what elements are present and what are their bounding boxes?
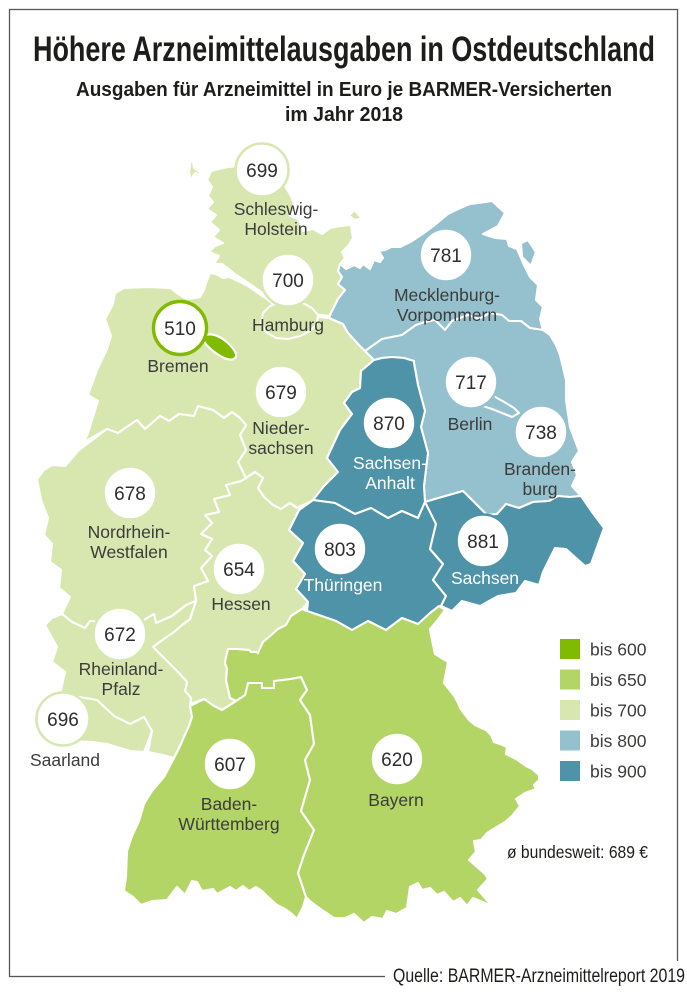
svg-text:Bremen: Bremen [147,356,208,376]
svg-text:Nieder-: Nieder- [252,418,310,438]
svg-text:Schleswig-: Schleswig- [234,199,319,219]
svg-text:bis 700: bis 700 [590,701,647,721]
svg-text:738: 738 [525,423,557,444]
svg-text:bis 800: bis 800 [590,731,647,751]
svg-text:Thüringen: Thüringen [304,575,383,595]
svg-text:Sachsen: Sachsen [451,568,519,588]
svg-text:bis 600: bis 600 [590,640,647,660]
svg-text:Ausgaben für Arzneimittel in E: Ausgaben für Arzneimittel in Euro je BAR… [76,79,612,101]
svg-text:620: 620 [381,750,413,771]
svg-text:Pfalz: Pfalz [102,679,141,699]
svg-text:696: 696 [47,710,79,731]
svg-text:803: 803 [324,540,356,561]
svg-text:burg: burg [522,479,557,499]
svg-text:700: 700 [272,271,304,292]
svg-text:678: 678 [114,484,146,505]
svg-text:Württemberg: Württemberg [178,814,279,834]
svg-text:Mecklenburg-: Mecklenburg- [394,285,500,305]
svg-text:Bayern: Bayern [368,790,423,810]
svg-text:Branden-: Branden- [504,459,576,479]
svg-text:Vorpommern: Vorpommern [397,305,497,325]
svg-text:Quelle: BARMER-Arzneimittelrep: Quelle: BARMER-Arzneimittelreport 2019 [393,966,685,987]
svg-text:Höhere Arzneimittelausgaben in: Höhere Arzneimittelausgaben in Ostdeutsc… [33,30,655,69]
svg-text:881: 881 [467,532,499,553]
svg-text:Hamburg: Hamburg [252,315,324,335]
svg-text:Westfalen: Westfalen [90,542,168,562]
svg-text:Saarland: Saarland [30,750,100,770]
svg-text:699: 699 [246,161,278,182]
svg-text:717: 717 [455,373,487,394]
svg-text:Sachsen-: Sachsen- [353,453,427,473]
svg-text:Holstein: Holstein [244,219,307,239]
svg-text:Nordrhein-: Nordrhein- [88,522,171,542]
svg-text:Berlin: Berlin [448,414,493,434]
svg-text:Hessen: Hessen [211,594,270,614]
svg-text:bis 650: bis 650 [590,670,647,690]
svg-text:781: 781 [430,246,462,267]
svg-text:im Jahr 2018: im Jahr 2018 [285,104,403,126]
svg-text:Rheinland-: Rheinland- [79,659,164,679]
svg-text:bis 900: bis 900 [590,762,647,782]
svg-text:672: 672 [104,625,136,646]
svg-text:510: 510 [164,319,196,340]
svg-text:654: 654 [223,560,255,581]
svg-text:ø bundesweit: 689 €: ø bundesweit: 689 € [507,842,648,862]
svg-text:Anhalt: Anhalt [365,473,415,493]
svg-text:Baden-: Baden- [201,794,258,814]
svg-text:870: 870 [373,414,405,435]
svg-text:679: 679 [265,383,297,404]
svg-text:sachsen: sachsen [248,438,313,458]
svg-text:607: 607 [214,755,246,776]
